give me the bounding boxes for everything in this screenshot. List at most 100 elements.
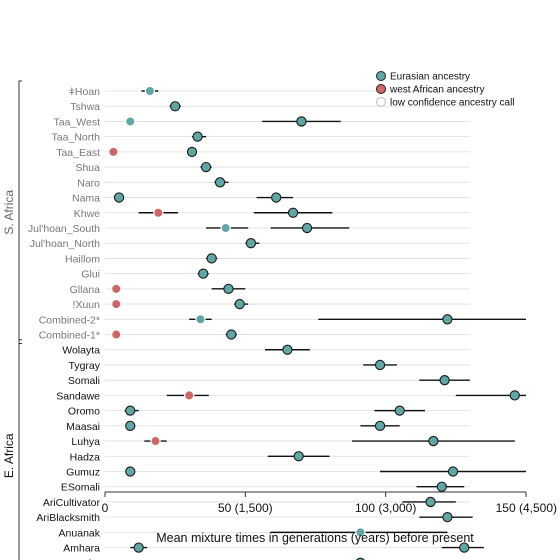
eurasian-point — [428, 435, 439, 447]
west-african-point — [111, 298, 122, 310]
confidence-intervals — [124, 90, 526, 549]
eurasian-point — [447, 466, 459, 477]
population-label: Jul'hoan_North — [30, 238, 100, 250]
region-label: E. Africa — [2, 433, 16, 478]
eurasian-point — [198, 268, 209, 279]
x-axis-title: Mean mixture times in generations (years… — [156, 531, 474, 545]
region-bracket — [18, 80, 22, 345]
eurasian-point — [509, 390, 520, 401]
legend-marker — [376, 97, 386, 107]
population-label: Khwe — [74, 208, 100, 220]
population-label: ǂHoan — [69, 86, 100, 98]
eurasian-point — [125, 420, 136, 431]
population-label: Afar — [81, 558, 101, 560]
legend-label: low confidence ancestry call — [390, 98, 515, 109]
population-label: Anuanak — [59, 527, 101, 539]
west-african-point — [183, 390, 195, 401]
population-label: Luhya — [71, 436, 100, 448]
population-label: Wolayta — [62, 345, 100, 357]
x-tick-label: 150 (4,500) — [496, 501, 557, 515]
population-label: Gllana — [70, 284, 101, 296]
x-tick-label: 100 (3,000) — [355, 501, 416, 515]
population-label: Combined-1* — [39, 330, 100, 342]
legend-label: west African ancestry — [389, 85, 484, 96]
west-african-point — [150, 435, 161, 447]
eurasian-point — [436, 481, 447, 492]
population-label: Taa_East — [56, 147, 100, 159]
x-tick-label: 0 — [102, 501, 109, 515]
eurasian-point — [296, 116, 307, 127]
mixture-points — [108, 85, 520, 560]
population-label: ESomali — [61, 482, 100, 494]
population-label: Hadza — [70, 451, 101, 463]
eurasian-point — [287, 207, 299, 218]
population-label: Shua — [75, 162, 100, 174]
eurasian-point — [271, 192, 282, 203]
population-label: Amhara — [63, 543, 100, 555]
population-label: AriCultivator — [43, 497, 101, 509]
eurasian-point — [442, 314, 453, 325]
legend-marker — [376, 71, 386, 81]
population-label: Jul'hoan_South — [28, 223, 100, 235]
eurasian-point — [206, 253, 217, 264]
region-label: S. Africa — [2, 190, 16, 235]
row-gridlines — [105, 90, 470, 548]
eurasian-point — [226, 329, 237, 340]
legend-marker — [376, 84, 386, 94]
population-labels: ǂHoan Tshwa Taa_West Taa_North Taa_East Shua N… — [28, 86, 101, 560]
eurasian-point — [113, 192, 125, 203]
eurasian-point — [442, 512, 453, 523]
west-african-point — [111, 329, 122, 340]
legend: Eurasian ancestry west African ancestry lo… — [376, 71, 515, 109]
population-label: Taa_North — [52, 132, 101, 144]
eurasian-point — [125, 466, 136, 477]
eurasian-point — [125, 116, 136, 127]
population-label: Gumuz — [66, 467, 100, 479]
population-label: Somali — [68, 375, 100, 387]
population-label: AriBlacksmith — [36, 512, 100, 524]
eurasian-point — [439, 375, 450, 386]
population-label: Maasai — [66, 421, 100, 433]
x-axis: 0 50 (1,500) 100 (3,000) 150 (4,500) — [102, 491, 557, 515]
population-label: Oromo — [68, 406, 100, 418]
eurasian-point — [293, 451, 304, 462]
population-label: !Xuun — [73, 299, 101, 311]
population-label: Glui — [81, 269, 100, 281]
west-african-point — [111, 283, 122, 295]
eurasian-point — [234, 298, 245, 310]
population-label: Nama — [72, 193, 100, 205]
population-label: Tygray — [68, 360, 100, 372]
eurasian-point — [214, 177, 226, 188]
eurasian-point — [425, 496, 436, 508]
eurasian-point — [186, 146, 198, 158]
eurasian-point — [301, 222, 313, 234]
eurasian-point — [245, 238, 257, 249]
eurasian-point — [374, 420, 386, 431]
eurasian-point — [223, 283, 234, 295]
population-label: Naro — [77, 177, 100, 189]
eurasian-point — [170, 101, 181, 112]
region-brackets: S. Africa E. Africa — [2, 80, 22, 560]
eurasian-point — [459, 542, 470, 553]
eurasian-point — [282, 344, 293, 355]
west-african-point — [153, 207, 164, 218]
eurasian-point — [192, 131, 203, 142]
eurasian-point — [200, 161, 212, 173]
x-tick-label: 50 (1,500) — [218, 501, 273, 515]
population-label: Combined-2* — [39, 314, 100, 326]
population-label: Haillom — [65, 253, 100, 265]
eurasian-point — [355, 527, 366, 538]
legend-label: Eurasian ancestry — [390, 72, 470, 83]
eurasian-point — [125, 405, 136, 416]
eurasian-point — [374, 359, 386, 371]
eurasian-point — [133, 542, 144, 553]
eurasian-point — [220, 222, 231, 234]
eurasian-point — [394, 405, 405, 416]
population-label: Taa_West — [54, 116, 101, 128]
eurasian-point — [195, 314, 206, 325]
population-label: Tshwa — [70, 101, 100, 113]
eurasian-point — [144, 85, 156, 97]
west-african-point — [108, 146, 119, 158]
region-bracket — [18, 339, 22, 560]
